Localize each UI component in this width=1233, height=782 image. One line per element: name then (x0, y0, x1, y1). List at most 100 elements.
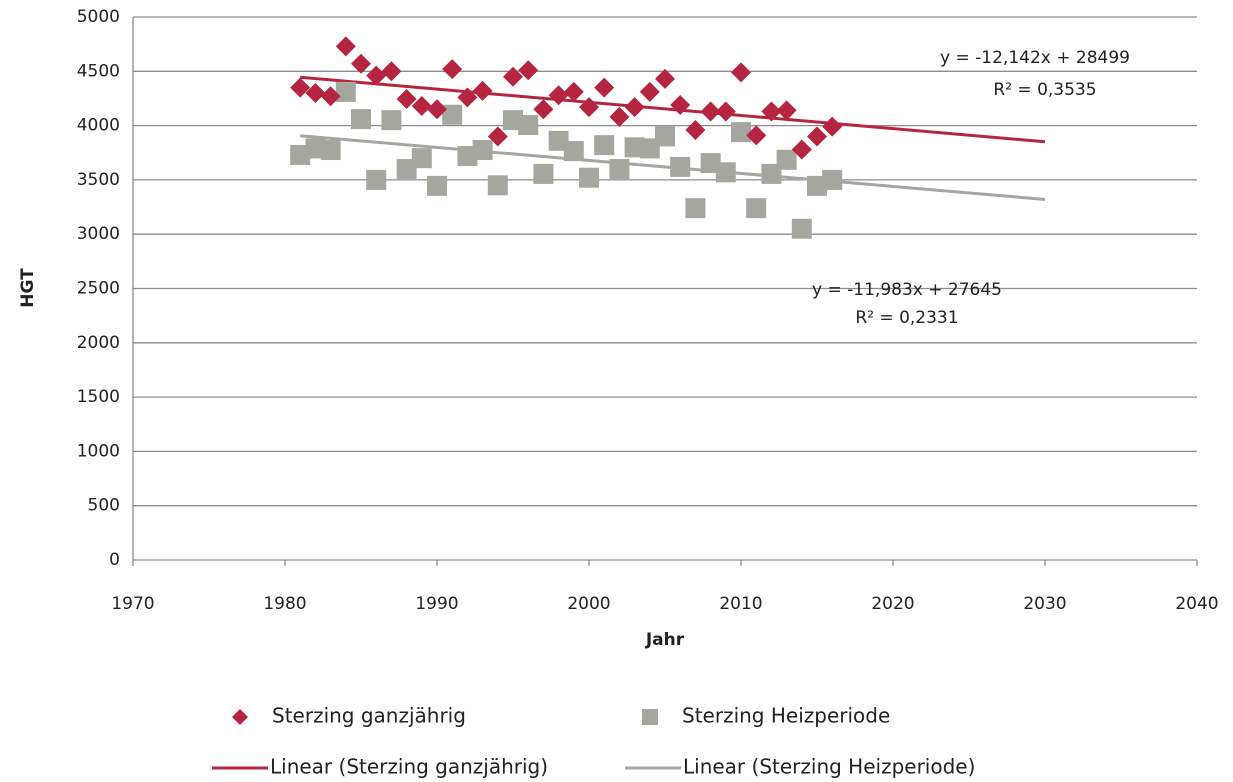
y-tick-label: 0 (109, 550, 120, 570)
diamond-point (791, 139, 812, 160)
diamond-point (655, 68, 675, 89)
diamond-point (320, 86, 341, 107)
square-point (366, 169, 387, 190)
square-point (487, 175, 508, 196)
square-point (320, 140, 341, 161)
diamond-point (396, 88, 417, 109)
legend-label: Linear (Sterzing Heizperiode) (683, 755, 975, 779)
diamond-point (351, 53, 371, 74)
diamond-point (457, 87, 478, 108)
square-point (396, 159, 417, 180)
diamond-point (563, 81, 584, 102)
x-tick-label: 2000 (567, 594, 610, 614)
square-point (457, 146, 478, 167)
y-tick-label: 500 (88, 496, 120, 516)
x-tick-label: 1990 (415, 594, 458, 614)
diamond-point (503, 66, 523, 87)
square-point (579, 167, 599, 188)
diamond-point (518, 60, 539, 81)
diamond-point (822, 116, 843, 137)
square-point (381, 110, 402, 131)
square-point (442, 104, 463, 125)
legend-label: Sterzing ganzjährig (272, 704, 466, 728)
square-point (822, 169, 843, 190)
diamond-point (761, 101, 782, 122)
square-point (807, 175, 827, 196)
diamond-point (335, 36, 356, 57)
square-point (472, 140, 493, 161)
diamond-point (579, 97, 599, 118)
square-point (715, 162, 736, 183)
diamond-point (700, 101, 721, 122)
diamond-point (624, 97, 645, 118)
diamond-point (609, 106, 630, 127)
legend-marker (232, 709, 248, 725)
diamond-point (442, 59, 463, 80)
diamond-point (746, 125, 767, 146)
square-point (700, 153, 721, 174)
y-axis-title: HGT (18, 268, 38, 308)
y-tick-label: 1000 (77, 441, 120, 461)
square-point (791, 218, 812, 239)
diamond-point (533, 99, 554, 120)
diamond-point (807, 126, 827, 147)
y-tick-label: 4500 (77, 61, 120, 81)
legend-marker (642, 709, 658, 725)
x-tick-label: 2010 (719, 594, 762, 614)
y-tick-label: 2000 (77, 333, 120, 353)
diamond-point (685, 119, 706, 140)
diamond-point (639, 81, 660, 102)
x-tick-label: 2030 (1023, 594, 1066, 614)
square-point (731, 122, 751, 143)
diamond-point (472, 80, 493, 101)
square-point (305, 138, 326, 159)
diamond-point (548, 85, 569, 106)
diamond-point (594, 77, 615, 98)
square-point (411, 148, 432, 169)
y-tick-label: 5000 (77, 7, 120, 27)
y-tick-label: 2500 (77, 279, 120, 299)
square-point (685, 198, 706, 219)
square-point (290, 144, 311, 165)
trend-equation: R² = 0,2331 (855, 308, 958, 328)
x-tick-label: 2020 (871, 594, 914, 614)
square-point (670, 156, 691, 177)
diamond-point (381, 61, 402, 82)
square-point (655, 126, 675, 147)
diamond-point (670, 94, 691, 115)
diamond-point (715, 101, 736, 122)
square-point (609, 159, 630, 180)
x-axis-title: Jahr (645, 630, 685, 650)
trend-equation: R² = 0,3535 (993, 80, 1096, 100)
square-point (335, 81, 356, 102)
x-tick-label: 2040 (1175, 594, 1218, 614)
y-tick-label: 3000 (77, 224, 120, 244)
square-point (427, 175, 447, 196)
square-point (563, 141, 584, 162)
square-point (503, 110, 523, 131)
legend-label: Sterzing Heizperiode (682, 704, 890, 728)
x-tick-label: 1980 (263, 594, 306, 614)
square-point (639, 138, 660, 159)
trend-line (300, 75, 1046, 144)
square-point (548, 130, 569, 151)
trend-equation: y = -12,142x + 28499 (940, 48, 1130, 68)
diamond-point (776, 100, 797, 121)
square-point (533, 163, 554, 184)
square-point (594, 135, 615, 156)
square-point (746, 198, 767, 219)
square-point (761, 163, 782, 184)
diamond-point (731, 62, 751, 83)
square-point (518, 115, 539, 136)
diamond-point (427, 99, 447, 120)
y-tick-label: 4000 (77, 116, 120, 136)
legend-label: Linear (Sterzing ganzjährig) (270, 755, 548, 779)
y-tick-label: 1500 (77, 387, 120, 407)
diamond-point (305, 83, 326, 104)
diamond-point (487, 126, 508, 147)
square-point (624, 137, 645, 158)
diamond-point (366, 65, 387, 86)
y-tick-label: 3500 (77, 170, 120, 190)
diamond-point (411, 96, 432, 117)
